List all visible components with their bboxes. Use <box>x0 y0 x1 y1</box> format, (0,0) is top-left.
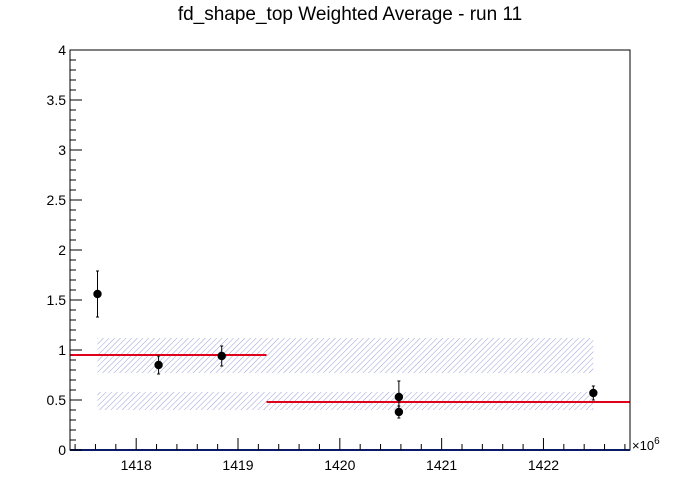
point-marker <box>394 392 404 402</box>
y-tick-label: 3.5 <box>47 92 67 108</box>
point-marker <box>394 407 404 417</box>
plot-frame <box>69 49 631 451</box>
x-axis-exponent-power: 6 <box>654 436 660 447</box>
point-marker <box>589 388 598 398</box>
x-tick-label: 1418 <box>121 457 152 473</box>
data-point-1 <box>154 355 163 375</box>
x-tick-label: 1420 <box>324 457 355 473</box>
data-point-0 <box>93 270 102 318</box>
y-tick-label: 2 <box>58 242 66 258</box>
point-marker <box>93 289 102 299</box>
point-marker <box>154 360 163 370</box>
y-tick-label: 1 <box>58 342 66 358</box>
x-tick-label: 1421 <box>426 457 457 473</box>
y-tick-label: 4 <box>58 42 66 58</box>
y-tick-label: 3 <box>58 142 66 158</box>
x-tick-label: 1419 <box>222 457 253 473</box>
x-axis-exponent: ×106 <box>632 436 660 453</box>
y-tick-label: 0.5 <box>47 392 67 408</box>
chart-title: fd_shape_top Weighted Average - run 11 <box>177 4 523 25</box>
x-tick-label: 1422 <box>528 457 559 473</box>
y-tick-label: 2.5 <box>47 192 67 208</box>
x-axis-exponent-base: ×10 <box>632 438 654 453</box>
data-point-5 <box>589 385 598 401</box>
point-marker <box>217 351 226 361</box>
data-point-2 <box>217 345 226 367</box>
y-tick-label: 0 <box>58 442 66 458</box>
data-point-4 <box>394 405 404 419</box>
y-tick-label: 1.5 <box>47 292 67 308</box>
